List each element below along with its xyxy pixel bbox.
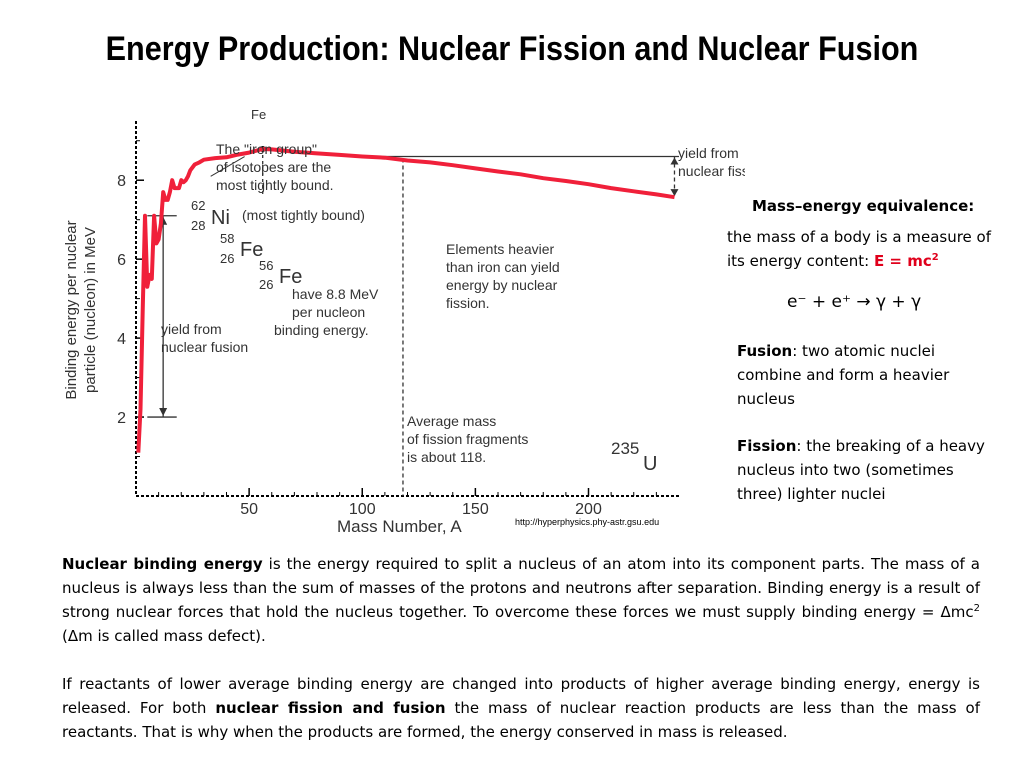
ni-leader-line	[210, 156, 245, 177]
heavier-elements-note-4: fission.	[446, 295, 490, 311]
y-axis-label-line1: Binding energy per nuclear	[63, 220, 80, 399]
fe56-note-3: binding energy.	[274, 322, 369, 338]
fusion-text: : two atomic nuclei combine and form a h…	[737, 342, 950, 408]
page-title: Energy Production: Nuclear Fission and N…	[105, 30, 919, 68]
ni-label: Ni	[211, 207, 230, 229]
chart-ticks: 50 100 150 200 2 4 6 8	[117, 140, 657, 518]
fission-fusion-term: nuclear fission and fusion	[215, 699, 446, 717]
binding-energy-curve	[136, 147, 675, 453]
binding-energy-end: (Δm is called mass defect).	[62, 627, 266, 645]
ni-atomic-number: 28	[191, 218, 205, 233]
fe56-atomic-number: 26	[259, 277, 273, 292]
x-tick-label-200: 200	[575, 501, 602, 518]
avg-mass-note-3: is about 118.	[407, 449, 486, 465]
fe58-label: Fe	[240, 239, 263, 261]
mass-energy-formula: E = mc2	[874, 252, 939, 270]
fusion-yield-arrow-down	[159, 408, 168, 417]
y-tick-label-4: 4	[117, 331, 126, 348]
iron-group-note-2: of isotopes are the	[216, 159, 331, 175]
fe56-label: Fe	[279, 266, 302, 288]
avg-mass-note-2: of fission fragments	[407, 431, 528, 447]
u-label: U	[643, 453, 657, 475]
fission-term: Fission	[737, 437, 797, 455]
fusion-definition: Fusion: two atomic nuclei combine and fo…	[737, 339, 997, 411]
fission-yield-arrow-down	[670, 189, 679, 197]
formula-exponent: 2	[931, 252, 939, 263]
fe56-mass-number: 56	[259, 258, 273, 273]
fusion-term: Fusion	[737, 342, 793, 360]
x-tick-label-150: 150	[462, 501, 489, 518]
y-axis-label-line2: particle (nucleon) in MeV	[82, 227, 99, 393]
mass-energy-text: the mass of a body is a measure of its e…	[727, 225, 997, 273]
mass-energy-title: Mass–energy equivalence:	[752, 197, 975, 215]
annihilation-equation: e⁻ + e⁺ → γ + γ	[787, 292, 922, 312]
binding-energy-term: Nuclear binding energy	[62, 555, 263, 573]
energy-release-paragraph: If reactants of lower average binding en…	[62, 672, 980, 744]
energy-release-start: If reactants of lower average binding en…	[62, 675, 980, 717]
fission-text: : the breaking of a heavy nucleus into t…	[737, 437, 985, 503]
ni-mass-number: 62	[191, 198, 205, 213]
iron-group-note-1: The "iron group"	[216, 141, 317, 157]
fe58-atomic-number: 26	[220, 251, 234, 266]
binding-energy-exponent: 2	[973, 603, 980, 614]
fe-top-label: Fe	[251, 107, 266, 122]
heavier-elements-note-2: than iron can yield	[446, 259, 560, 275]
energy-release-end: the mass of nuclear reaction products ar…	[62, 699, 980, 741]
fission-yield-arrow-up	[670, 157, 679, 165]
heavier-elements-note-3: energy by nuclear	[446, 277, 558, 293]
binding-energy-paragraph: Nuclear binding energy is the energy req…	[62, 552, 980, 648]
fusion-yield-note-1: yield from	[161, 321, 222, 337]
fe56-note-2: per nucleon	[292, 304, 365, 320]
fusion-yield-note-2: nuclear fusion	[161, 339, 248, 355]
avg-mass-note-1: Average mass	[407, 413, 496, 429]
mass-energy-description: the mass of a body is a measure of its e…	[727, 228, 991, 270]
fe56-note-1: have 8.8 MeV	[292, 286, 379, 302]
binding-energy-text: is the energy required to split a nucleu…	[62, 555, 980, 621]
x-axis-label: Mass Number, A	[337, 517, 462, 536]
u-mass-number: 235	[611, 439, 639, 458]
ni-note: (most tightly bound)	[242, 207, 365, 223]
fission-yield-note-2: nuclear fission	[678, 163, 745, 179]
image-credit: http://hyperphysics.phy-astr.gsu.edu	[515, 517, 660, 527]
iron-group-note-3: most tightly bound.	[216, 177, 334, 193]
x-tick-label-100: 100	[349, 501, 376, 518]
formula-base: E = mc	[873, 252, 932, 270]
x-tick-label-50: 50	[240, 501, 258, 518]
binding-energy-chart: 50 100 150 200 2 4 6 8 Mass Number, A Binding e…	[63, 107, 745, 536]
heavier-elements-note-1: Elements heavier	[446, 241, 555, 257]
fission-definition: Fission: the breaking of a heavy nucleus…	[737, 434, 997, 506]
y-tick-label-8: 8	[117, 173, 126, 190]
y-tick-label-2: 2	[117, 410, 126, 427]
y-tick-label-6: 6	[117, 252, 126, 269]
fe58-mass-number: 58	[220, 231, 234, 246]
fission-yield-note-1: yield from	[678, 145, 739, 161]
